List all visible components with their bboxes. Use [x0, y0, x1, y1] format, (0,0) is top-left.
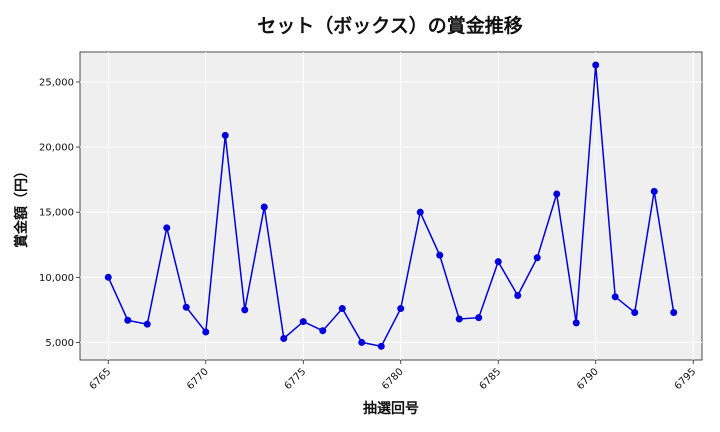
x-tick-label: 6775 [283, 366, 309, 392]
y-axis-label: 賞金額（円） [13, 164, 30, 248]
series-line [107, 64, 675, 348]
data-point [124, 316, 132, 324]
y-tick-label: 5,000 [45, 338, 74, 349]
grid [80, 52, 702, 360]
data-point [572, 319, 580, 327]
data-point [143, 320, 151, 328]
data-point [553, 190, 561, 198]
data-point [592, 61, 600, 69]
data-point [319, 327, 327, 335]
data-point [260, 203, 268, 211]
data-points [104, 61, 678, 350]
y-tick-label: 15,000 [39, 208, 74, 219]
data-point [670, 308, 678, 316]
x-tick-label: 6785 [478, 366, 504, 392]
x-tick-label: 6780 [380, 366, 406, 392]
data-point [104, 273, 112, 281]
data-point [533, 254, 541, 262]
data-point [436, 251, 444, 259]
y-tick-label: 25,000 [39, 77, 74, 88]
data-point [163, 224, 171, 232]
data-point [338, 305, 346, 313]
data-point [494, 258, 502, 266]
y-tick-label: 20,000 [39, 143, 74, 154]
y-tick-label: 10,000 [39, 273, 74, 284]
data-point [377, 342, 385, 350]
data-point [299, 318, 307, 326]
data-point [475, 314, 483, 322]
data-point [241, 306, 249, 314]
x-tick-label: 6790 [575, 366, 601, 392]
data-point [455, 315, 463, 323]
plot-area [79, 51, 703, 361]
data-point [221, 131, 229, 139]
data-point [631, 308, 639, 316]
data-point [416, 208, 424, 216]
data-point [514, 292, 522, 300]
data-point [358, 338, 366, 346]
chart-title: セット（ボックス）の賞金推移 [257, 14, 522, 37]
data-point [650, 187, 658, 195]
data-point [182, 303, 190, 311]
data-point [611, 293, 619, 301]
x-tick-label: 6795 [673, 366, 699, 392]
x-tick-label: 6770 [185, 366, 211, 392]
x-tick-label: 6765 [88, 366, 114, 392]
data-point [202, 328, 210, 336]
data-point [280, 335, 288, 343]
x-axis-label: 抽選回号 [363, 400, 419, 417]
data-point [397, 305, 405, 313]
